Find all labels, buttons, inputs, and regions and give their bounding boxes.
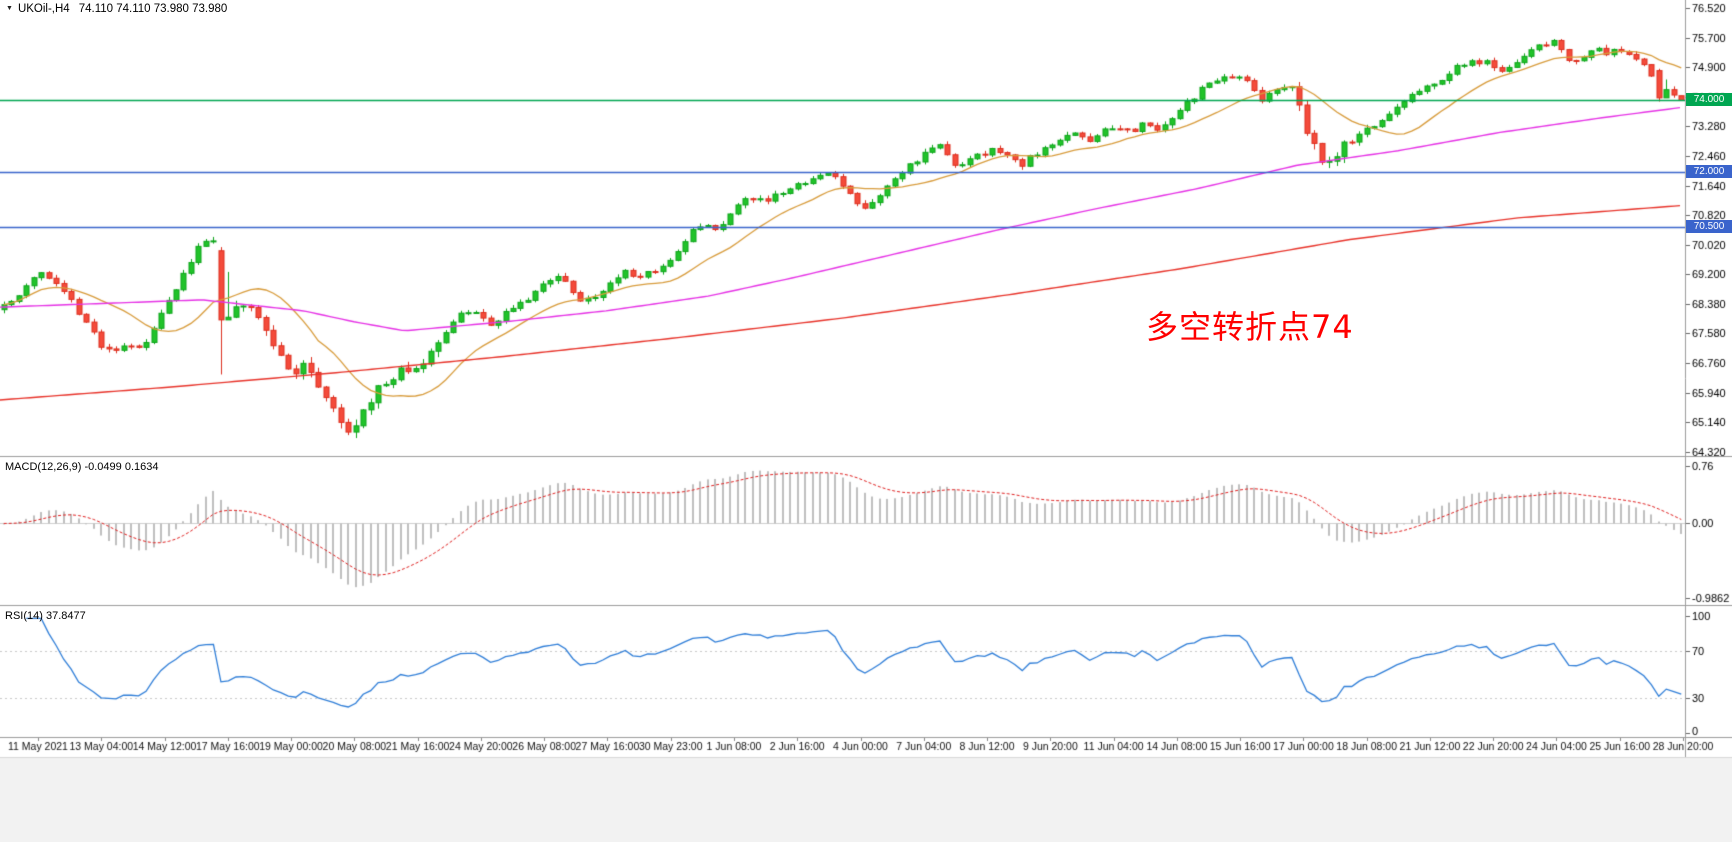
price-tag-70500: 70.500 (1686, 220, 1732, 233)
annotation-text: 多空转折点74 (1146, 308, 1354, 346)
chart-title: ▼ UKOil-,H4 74.110 74.110 73.980 73.980 (6, 3, 227, 15)
ohlc-values-label: 74.110 74.110 73.980 73.980 (78, 3, 228, 15)
symbol-timeframe-label: UKOil-,H4 (17, 3, 70, 15)
rsi-indicator-label: RSI(14) 37.8477 (5, 610, 86, 622)
price-tag-72000: 72.000 (1686, 165, 1732, 178)
macd-indicator-label: MACD(12,26,9) -0.0499 0.1634 (5, 461, 159, 473)
price-tag-74000: 74.000 (1686, 93, 1732, 106)
chart-menu-triangle-icon[interactable]: ▼ (6, 4, 13, 12)
